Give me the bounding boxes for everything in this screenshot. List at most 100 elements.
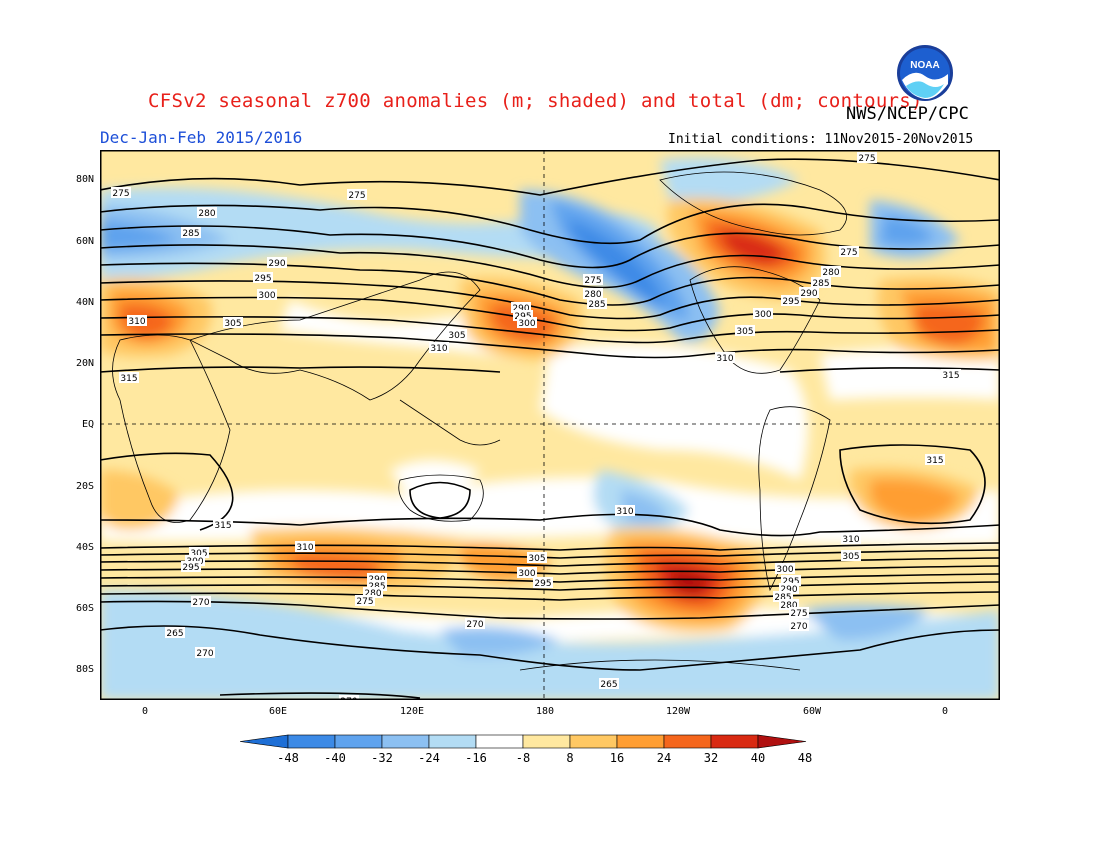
contour-label: 310 — [841, 533, 861, 545]
contour-label-text: 305 — [736, 327, 753, 337]
contour-label-text: 275 — [584, 276, 601, 286]
contour-label-bg — [789, 607, 809, 618]
contour-label: 315 — [941, 369, 961, 381]
contour-label-text: 275 — [790, 609, 807, 619]
colorbar-segment — [287, 734, 336, 749]
colorbar-label: 48 — [797, 751, 813, 765]
contour-label-text: 295 — [254, 274, 271, 284]
contour-label-bg — [189, 547, 209, 558]
contour-label: 275 — [111, 187, 131, 199]
contour-label-bg — [839, 246, 859, 257]
contour-label-text: 300 — [258, 291, 275, 301]
contour-label-bg — [355, 595, 375, 606]
colorbar-segment — [334, 734, 383, 749]
colorbar-segment — [522, 734, 571, 749]
contour-label: 310 — [429, 342, 449, 354]
contour-label-bg — [517, 567, 537, 578]
contour-label: 285 — [811, 277, 831, 289]
colorbar-label: 8 — [566, 751, 574, 765]
contour-label: 295 — [181, 561, 201, 573]
contour-label: 290 — [799, 287, 819, 299]
contour-label-bg — [811, 277, 831, 288]
contour-label-bg — [527, 552, 547, 563]
contour-label: 265 — [165, 627, 185, 639]
contour-label: 305 — [735, 325, 755, 337]
contour-label-text: 305 — [842, 552, 859, 562]
contour-label-bg — [511, 302, 531, 313]
contour-label-text: 310 — [842, 535, 859, 545]
contour-label-bg — [821, 266, 841, 277]
contour-label: 310 — [615, 505, 635, 517]
contour-label-bg — [799, 287, 819, 298]
contour-label-text: 275 — [112, 189, 129, 199]
contour-label-text: 285 — [774, 593, 791, 603]
contour-label-text: 280 — [780, 601, 797, 611]
contour-label-text: 300 — [754, 310, 771, 320]
agency-label: NWS/NCEP/CPC — [846, 104, 969, 124]
contour-label-bg — [773, 591, 793, 602]
anomaly-colorbar — [239, 732, 862, 756]
contour-label-bg — [347, 189, 367, 200]
contour-label-bg — [841, 550, 861, 561]
contour-label-bg — [195, 647, 215, 658]
contour-label-bg — [429, 342, 449, 353]
season-label: Dec-Jan-Feb 2015/2016 — [100, 128, 303, 147]
contour-label: 285 — [181, 227, 201, 239]
colorbar-label: -8 — [515, 751, 531, 765]
lat-label: 20S — [75, 481, 94, 492]
contour-label-bg — [111, 187, 131, 198]
lon-label: 60E — [268, 706, 288, 717]
contour-label-bg — [339, 695, 359, 700]
noaa-logo-text: NOAA — [910, 60, 939, 71]
contour-label-text: 300 — [518, 569, 535, 579]
contour-label-bg — [447, 329, 467, 340]
contour-label-text: 265 — [166, 629, 183, 639]
contour-label: 305 — [189, 547, 209, 559]
colorbar-segment — [569, 734, 618, 749]
colorbar-label: -40 — [324, 751, 346, 765]
contour-label: 275 — [839, 246, 859, 258]
contour-label-text: 280 — [822, 268, 839, 278]
noaa-logo: NOAA — [896, 44, 954, 102]
colorbar-label: -32 — [371, 751, 393, 765]
map-panel: 2752802852902953003053103152753053102902… — [100, 150, 1000, 704]
contour-label-bg — [775, 563, 795, 574]
contour-label: 275 — [347, 189, 367, 201]
contour-label-bg — [213, 519, 233, 530]
contour-label: 285 — [773, 591, 793, 603]
contour-label-bg — [181, 227, 201, 238]
contour-label-bg — [295, 541, 315, 552]
colorbar-label: 32 — [703, 751, 719, 765]
contour-label: 300 — [753, 308, 773, 320]
contour-label-text: 305 — [224, 319, 241, 329]
contour-label-text: 310 — [128, 317, 145, 327]
contour-label: 290 — [267, 257, 287, 269]
contour-label: 280 — [363, 587, 383, 599]
colorbar-segment — [663, 734, 712, 749]
contour-label: 310 — [715, 352, 735, 364]
contour-label-bg — [789, 620, 809, 631]
contour-label: 305 — [841, 550, 861, 562]
contour-label-bg — [253, 272, 273, 283]
contour-label: 300 — [257, 289, 277, 301]
contour-label: 290 — [779, 583, 799, 595]
contour-label-text: 310 — [716, 354, 733, 364]
contour-label-text: 285 — [588, 300, 605, 310]
contour-label-bg — [257, 289, 277, 300]
contour-label-text: 290 — [512, 304, 529, 314]
contour-label: 275 — [355, 595, 375, 607]
contour-label: 280 — [821, 266, 841, 278]
contour-label: 275 — [583, 274, 603, 286]
lat-label: 40N — [75, 297, 94, 308]
contour-label-bg — [533, 577, 553, 588]
contour-label-bg — [857, 152, 877, 163]
contour-label-text: 280 — [364, 589, 381, 599]
contour-label-text: 285 — [182, 229, 199, 239]
lon-label: 120E — [399, 706, 425, 717]
contour-label-text: 315 — [120, 374, 137, 384]
contour-label-text: 310 — [616, 507, 633, 517]
lon-label: 0 — [141, 706, 149, 717]
anomaly-map: 2752802852902953003053103152753053102902… — [100, 150, 1000, 700]
contour-label-text: 270 — [790, 622, 807, 632]
contour-label-bg — [181, 561, 201, 572]
